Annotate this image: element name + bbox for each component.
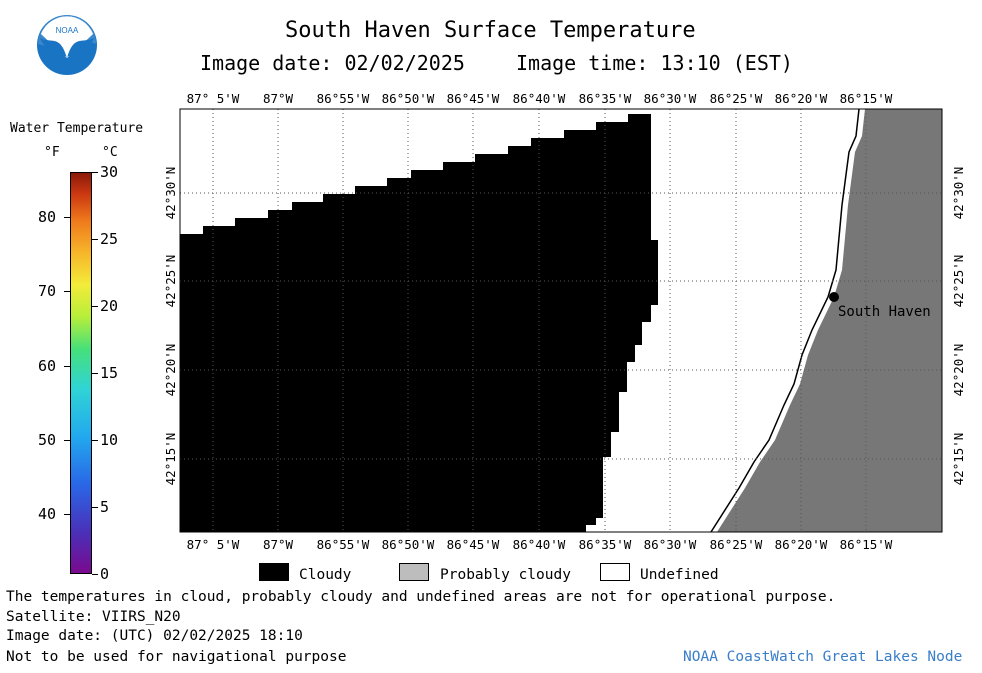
longitude-label: 87°W: [263, 91, 294, 106]
key-undefined-swatch: [600, 563, 630, 581]
longitude-label: 86°15'W: [840, 537, 893, 552]
longitude-label: 86°35'W: [579, 91, 632, 106]
longitude-label: 86°50'W: [382, 91, 435, 106]
noaa-logo-icon: NOAA: [36, 14, 98, 76]
latitude-label: 42°25'N: [163, 255, 178, 308]
image-date: Image date: 02/02/2025: [200, 51, 465, 75]
longitude-label: 86°30'W: [644, 91, 697, 106]
latitude-labels: 42°30'N 42°30'N 42°25'N 42°25'N 42°20'N 42°20…: [163, 167, 966, 486]
latitude-label: 42°25'N: [951, 255, 966, 308]
celsius-tick: [92, 239, 98, 240]
longitude-label: 87° 5'W: [187, 91, 240, 106]
latitude-label: 42°20'N: [163, 344, 178, 397]
shoreline: [710, 108, 860, 533]
celsius-tick-label: 0: [100, 565, 110, 583]
celsius-tick-label: 30: [100, 163, 119, 181]
fahrenheit-tick: [64, 216, 70, 218]
fahrenheit-tick-label: 60: [38, 356, 57, 375]
shoreline-halo: [712, 108, 864, 533]
longitude-label: 86°45'W: [447, 537, 500, 552]
celsius-tick-label: 5: [100, 498, 110, 516]
latitude-label: 42°15'N: [951, 433, 966, 486]
legend-unit-celsius: °C: [102, 145, 118, 160]
celsius-tick: [92, 172, 98, 173]
longitude-label: 86°20'W: [775, 537, 828, 552]
fahrenheit-tick: [64, 514, 70, 516]
longitude-label: 86°25'W: [710, 537, 763, 552]
fahrenheit-tick-label: 80: [38, 207, 57, 226]
fahrenheit-tick: [64, 365, 70, 367]
key-probably-cloudy-swatch: [399, 563, 429, 581]
land-polygon: [717, 109, 942, 532]
land-area: [710, 108, 942, 533]
map-graticule: [180, 109, 942, 532]
disclaimer-text: The temperatures in cloud, probably clou…: [6, 589, 836, 605]
cloudy-area: [180, 114, 658, 532]
longitude-label: 86°20'W: [775, 91, 828, 106]
longitude-label: 86°55'W: [317, 537, 370, 552]
fahrenheit-tick: [64, 440, 70, 441]
longitude-label: 86°40'W: [513, 537, 566, 552]
temperature-color-bar: [70, 172, 92, 574]
longitude-label: 87° 5'W: [187, 537, 240, 552]
latitude-label: 42°30'N: [951, 167, 966, 220]
longitude-label: 86°35'W: [579, 537, 632, 552]
key-cloudy-swatch: [259, 563, 289, 581]
key-undefined-label: Undefined: [640, 567, 719, 583]
south-haven-label: South Haven: [838, 304, 931, 320]
fahrenheit-tick-label: 40: [38, 505, 57, 524]
logo-text: NOAA: [56, 26, 79, 35]
longitude-label: 87°W: [263, 537, 294, 552]
celsius-tick-label: 25: [100, 230, 119, 248]
latitude-label: 42°15'N: [163, 433, 178, 486]
navigation-warning: Not to be used for navigational purpose: [6, 649, 347, 665]
longitude-label: 86°25'W: [710, 91, 763, 106]
legend-unit-fahrenheit: °F: [44, 145, 60, 160]
celsius-tick-label: 20: [100, 297, 119, 315]
fahrenheit-tick-label: 70: [38, 282, 57, 301]
cloud-polygon: [180, 114, 658, 532]
fahrenheit-tick: [64, 291, 70, 293]
satellite-text: Satellite: VIIRS_N20: [6, 609, 181, 625]
longitude-label: 86°45'W: [447, 91, 500, 106]
fahrenheit-tick-label: 50: [38, 431, 57, 449]
longitude-label: 86°30'W: [644, 537, 697, 552]
image-time: Image time: 13:10 (EST): [516, 51, 793, 75]
longitude-label: 86°15'W: [840, 91, 893, 106]
celsius-tick: [92, 306, 98, 307]
latitude-label: 42°30'N: [163, 167, 178, 220]
celsius-tick: [92, 440, 98, 441]
map-frame: [179, 108, 943, 533]
celsius-tick-label: 10: [100, 431, 119, 449]
longitude-labels: 87° 5'W 87° 5'W 87°W 87°W 86°55'W 86°55'W 86°5…: [187, 91, 893, 552]
latitude-label: 42°20'N: [951, 344, 966, 397]
credit-link[interactable]: NOAA CoastWatch Great Lakes Node: [683, 649, 963, 665]
celsius-tick: [92, 507, 98, 508]
page-title: South Haven Surface Temperature: [285, 18, 696, 43]
legend-title: Water Temperature: [10, 121, 144, 136]
utc-date-text: Image date: (UTC) 02/02/2025 18:10: [6, 628, 303, 644]
celsius-tick-label: 15: [100, 364, 119, 382]
celsius-tick: [92, 373, 98, 374]
key-cloudy-label: Cloudy: [299, 567, 352, 583]
longitude-label: 86°40'W: [513, 91, 566, 106]
south-haven-marker: [829, 292, 839, 302]
longitude-label: 86°55'W: [317, 91, 370, 106]
celsius-tick: [92, 574, 98, 575]
key-probably-cloudy-label: Probably cloudy: [440, 567, 571, 583]
longitude-label: 86°50'W: [382, 537, 435, 552]
